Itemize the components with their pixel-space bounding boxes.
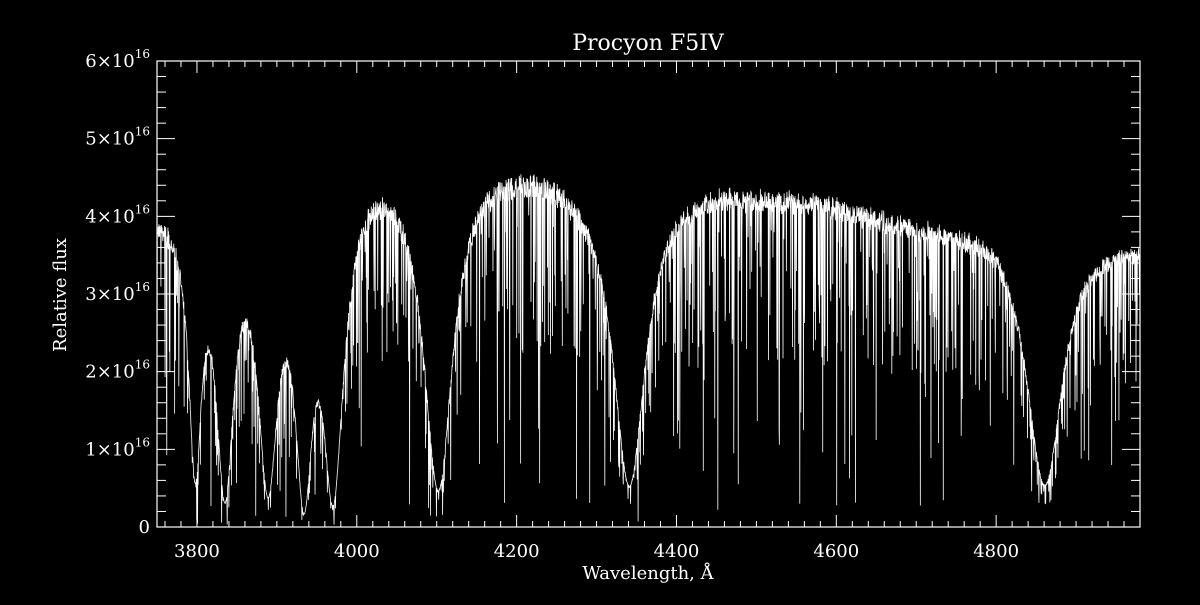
x-tick-label: 4600 <box>813 541 859 562</box>
x-tick-label: 3800 <box>174 541 220 562</box>
chart-title: Procyon F5IV <box>572 31 725 56</box>
x-tick-label: 4400 <box>654 541 700 562</box>
x-tick-label: 4200 <box>494 541 540 562</box>
x-axis-label: Wavelength, Å <box>582 562 714 584</box>
y-tick-label: 6×1016 <box>85 47 150 72</box>
plot-frame <box>156 60 1141 528</box>
y-tick-label: 1×1016 <box>85 435 150 460</box>
y-tick-label: 0 <box>139 517 150 538</box>
y-tick-label: 3×1016 <box>85 280 150 305</box>
y-axis-label: Relative flux <box>50 238 71 352</box>
spectrum-series-line <box>156 174 1141 525</box>
series-layer <box>156 174 1141 525</box>
y-tick-label: 4×1016 <box>85 202 150 227</box>
x-tick-label: 4800 <box>973 541 1019 562</box>
y-tick-label: 2×1016 <box>85 358 150 383</box>
y-tick-label: 5×1016 <box>85 125 150 150</box>
x-tick-label: 4000 <box>334 541 380 562</box>
